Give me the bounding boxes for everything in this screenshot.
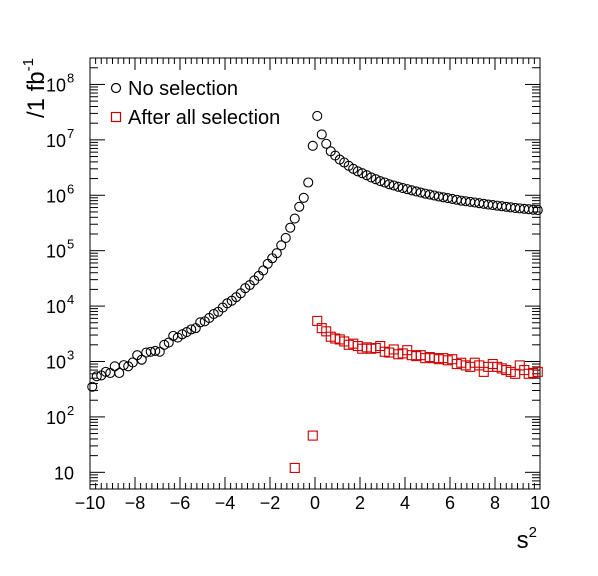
data-point: [186, 324, 197, 335]
data-point: [303, 177, 314, 188]
x-axis: −10 −8 −6 −4 −2 0 2 4 6 8 10: [75, 58, 550, 513]
data-point: [375, 176, 386, 187]
x-tick-label: −8: [125, 493, 146, 513]
y-axis-title: /1 fb-1: [20, 58, 50, 118]
data-point: [379, 177, 390, 188]
data-point: [532, 366, 543, 377]
data-point: [307, 430, 318, 441]
data-point: [357, 168, 368, 179]
y-tick-label: 10: [46, 352, 66, 372]
legend-label-no-selection: No selection: [128, 78, 238, 100]
y-axis-title-superscript: -1: [20, 58, 37, 71]
data-point: [114, 367, 125, 379]
y-tick-label: 10: [46, 297, 66, 317]
y-tick-label: 10: [46, 186, 66, 206]
data-point: [321, 138, 332, 149]
data-point: [195, 317, 206, 328]
y-tick-label-exponent: 6: [67, 181, 74, 196]
y-tick-label: 10: [54, 463, 74, 483]
x-tick-label: 2: [355, 493, 365, 513]
data-point: [316, 129, 327, 140]
y-tick-label-exponent: 3: [67, 347, 74, 362]
data-point: [361, 170, 372, 181]
data-point: [285, 222, 296, 233]
x-tick-label: 10: [530, 493, 550, 513]
data-point: [150, 345, 161, 356]
data-point: [118, 360, 129, 371]
x-tick-label: 8: [490, 493, 500, 513]
data-point: [312, 110, 323, 121]
data-point: [280, 232, 291, 243]
data-point: [307, 140, 318, 151]
x-tick-label: −6: [170, 493, 191, 513]
data-point: [127, 357, 138, 368]
y-tick-label: 10: [46, 242, 66, 262]
data-point: [289, 213, 300, 224]
data-point: [91, 371, 102, 382]
y-tick-label-exponent: 2: [67, 403, 74, 418]
y-tick-label-exponent: 5: [67, 237, 74, 252]
data-point: [136, 354, 147, 365]
series-no-selection: [87, 110, 543, 392]
x-tick-label: −2: [260, 493, 281, 513]
data-point: [87, 381, 98, 392]
legend: No selection After all selection: [110, 78, 280, 129]
data-point: [271, 248, 282, 259]
data-point: [402, 184, 413, 195]
data-point: [298, 192, 309, 203]
data-point: [528, 204, 539, 215]
y-axis-title-text: /1 fb: [23, 71, 50, 118]
data-point: [276, 240, 287, 251]
y-tick-label-exponent: 8: [67, 70, 74, 85]
y-tick-label: 10: [46, 131, 66, 151]
data-point: [370, 174, 381, 185]
data-point: [294, 201, 305, 212]
data-points: [87, 110, 543, 473]
data-point: [289, 462, 300, 473]
x-axis-title: s2: [517, 524, 537, 554]
x-axis-title-base: s: [517, 527, 529, 554]
data-point: [384, 179, 395, 190]
x-tick-label: 0: [310, 493, 320, 513]
legend-label-after-all-selection: After all selection: [128, 107, 280, 129]
y-tick-label: 10: [46, 408, 66, 428]
y-tick-label-exponent: 4: [67, 292, 74, 307]
data-point: [393, 181, 404, 192]
data-point: [100, 366, 111, 377]
legend-marker-no-selection: [110, 82, 122, 94]
series-after-all-selection: [289, 315, 543, 473]
y-tick-label: 10: [46, 75, 66, 95]
legend-marker-after-all-selection: [110, 111, 122, 123]
x-tick-label: 6: [445, 493, 455, 513]
x-tick-label: −10: [75, 493, 106, 513]
x-axis-title-superscript: 2: [529, 524, 537, 541]
data-point: [154, 346, 165, 357]
data-point: [532, 205, 543, 216]
x-tick-label: 4: [400, 493, 410, 513]
data-point: [388, 180, 399, 191]
y-tick-label-exponent: 7: [67, 126, 74, 141]
x-tick-label: −4: [215, 493, 236, 513]
data-point: [366, 172, 377, 183]
data-point: [352, 166, 363, 177]
